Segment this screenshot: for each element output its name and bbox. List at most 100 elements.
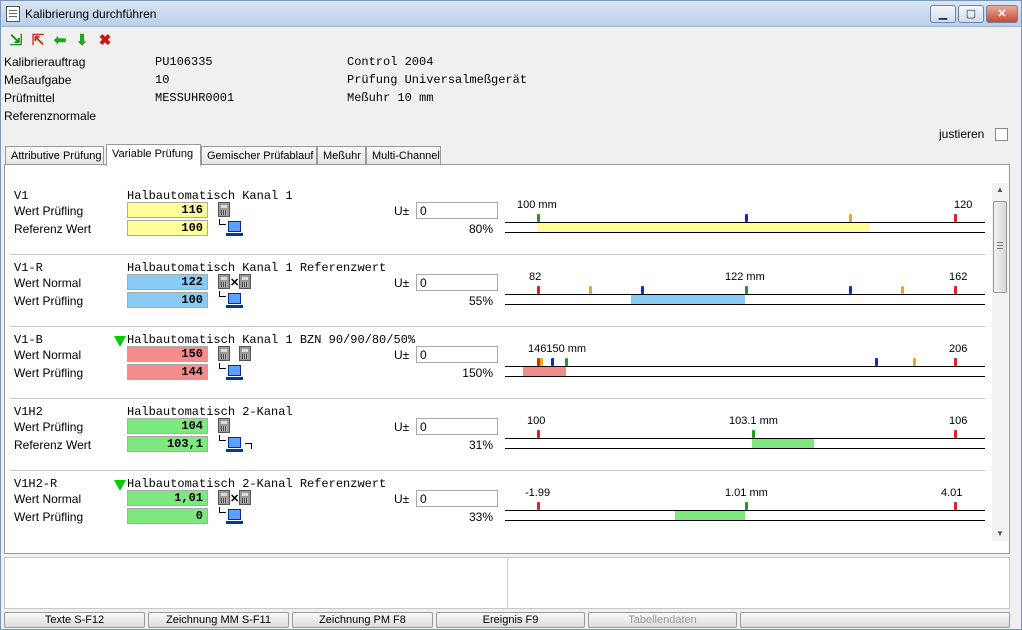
green-triangle-icon: [114, 480, 126, 491]
zeichnung-mm-button[interactable]: Zeichnung MM S-F11: [148, 612, 289, 628]
calculator-icon[interactable]: [218, 346, 230, 361]
row2-value[interactable]: 100: [127, 292, 208, 308]
u-input[interactable]: 0: [416, 418, 498, 435]
texte-button[interactable]: Texte S-F12: [4, 612, 145, 628]
justieren-checkbox[interactable]: [995, 128, 1008, 141]
tab-gemischer[interactable]: Gemischer Prüfablauf: [201, 146, 317, 165]
gauge-marker: [849, 214, 852, 222]
gauge-bar: [675, 511, 745, 520]
vertical-scrollbar[interactable]: ▲ ▼: [992, 183, 1008, 541]
import-icon[interactable]: ⇱: [31, 32, 45, 49]
tolerance-gauge: -1.99 1.01 mm 4.01: [505, 485, 985, 525]
tabellendaten-button[interactable]: Tabellendaten: [588, 612, 737, 628]
aufgabe-extra: Prüfung Universalmeßgerät: [347, 73, 528, 87]
aufgabe-label: Meßaufgabe: [4, 73, 72, 87]
gauge-tick-label: -1.99: [525, 487, 551, 499]
calculator-icon[interactable]: [218, 418, 230, 433]
computer-icon[interactable]: [226, 365, 243, 380]
calculator-icon[interactable]: [218, 490, 230, 505]
measurement-group: V1H2-R Halbautomatisch 2-Kanal Referenzwe…: [9, 471, 985, 539]
tab-variable[interactable]: Variable Prüfung: [106, 144, 201, 166]
calculator-icon[interactable]: [218, 274, 230, 289]
maximize-button[interactable]: ▢: [958, 5, 984, 23]
row2-value[interactable]: 100: [127, 220, 208, 236]
tolerance-gauge: 82 122 mm 162: [505, 269, 985, 309]
gauge-marker: [752, 430, 755, 438]
close-button[interactable]: ✕: [986, 5, 1018, 23]
gauge-line: [505, 510, 985, 511]
group-id: V1H2-R: [14, 477, 58, 491]
arrow-down-icon[interactable]: ⬇: [75, 32, 89, 49]
row1-label: Wert Normal: [14, 492, 82, 506]
u-input[interactable]: 0: [416, 490, 498, 507]
tab-multi-channel[interactable]: Multi-Channel: [366, 146, 441, 165]
gauge-bar: [631, 295, 745, 304]
zeichnung-pm-button[interactable]: Zeichnung PM F8: [292, 612, 433, 628]
measurement-group: V1-B Halbautomatisch Kanal 1 BZN 90/90/80…: [9, 327, 985, 399]
u-label: U±: [394, 492, 410, 506]
link-connector-icon: [245, 443, 252, 449]
group-id: V1-B: [14, 333, 43, 347]
calculator-icon[interactable]: [239, 274, 251, 289]
gauge-line: [505, 438, 985, 439]
gauge-marker: [565, 358, 568, 366]
gauge-marker: [849, 286, 852, 294]
cancel-icon[interactable]: ✖: [98, 32, 112, 49]
gauge-tick-label: 1.01 mm: [725, 487, 768, 499]
scroll-down-icon[interactable]: ▼: [996, 529, 1004, 538]
notes-divider: [507, 558, 508, 608]
gauge-bar: [537, 223, 870, 232]
u-label: U±: [394, 276, 410, 290]
u-input[interactable]: 0: [416, 274, 498, 291]
row1-value[interactable]: 104: [127, 418, 208, 434]
minimize-button[interactable]: ▁: [930, 5, 956, 23]
row1-value[interactable]: 1,01: [127, 490, 208, 506]
arrow-left-icon[interactable]: ⬅: [53, 32, 67, 49]
gauge-bar: [752, 439, 814, 448]
gauge-tick-label: 122 mm: [725, 271, 765, 283]
row1-value[interactable]: 122: [127, 274, 208, 290]
gauge-marker: [954, 214, 957, 222]
window-title: Kalibrierung durchführen: [25, 7, 157, 21]
row2-value[interactable]: 0: [127, 508, 208, 524]
computer-icon[interactable]: [226, 509, 243, 524]
calculator-icon[interactable]: [239, 490, 251, 505]
row2-value[interactable]: 144: [127, 364, 208, 380]
tab-attributive[interactable]: Attributive Prüfung: [5, 146, 104, 165]
tab-messuhr[interactable]: Meßuhr: [317, 146, 366, 165]
computer-icon[interactable]: [226, 437, 243, 452]
measurement-group: V1 Halbautomatisch Kanal 1 Wert Prüfling 11…: [9, 183, 985, 255]
row2-value[interactable]: 103,1: [127, 436, 208, 452]
gauge-marker: [954, 358, 957, 366]
row2-label: Referenz Wert: [14, 222, 92, 236]
gauge-line: [505, 294, 985, 295]
variable-pruefung-panel: V1 Halbautomatisch Kanal 1 Wert Prüfling 11…: [4, 164, 1010, 554]
gauge-line: [505, 520, 985, 521]
calculator-icon[interactable]: [239, 346, 251, 361]
ereignis-button[interactable]: Ereignis F9: [436, 612, 585, 628]
gauge-marker: [901, 286, 904, 294]
title-bar: Kalibrierung durchführen ▁ ▢ ✕: [1, 1, 1021, 27]
gauge-line: [505, 366, 985, 367]
gauge-marker: [589, 286, 592, 294]
row1-value[interactable]: 150: [127, 346, 208, 362]
empty-function-button[interactable]: [740, 612, 1010, 628]
gauge-marker: [551, 358, 554, 366]
computer-icon[interactable]: [226, 221, 243, 236]
pruefmittel-value: MESSUHR0001: [155, 91, 235, 105]
row2-label: Wert Prüfling: [14, 366, 84, 380]
row1-value[interactable]: 116: [127, 202, 208, 218]
u-input[interactable]: 0: [416, 346, 498, 363]
calculator-icon[interactable]: [218, 202, 230, 217]
group-id: V1H2: [14, 405, 43, 419]
scroll-up-icon[interactable]: ▲: [996, 185, 1004, 194]
justieren-label: justieren: [939, 127, 985, 141]
row2-label: Wert Prüfling: [14, 294, 84, 308]
scroll-thumb[interactable]: [993, 201, 1007, 293]
gauge-tick-label: 162: [949, 271, 968, 283]
computer-icon[interactable]: [226, 293, 243, 308]
export-icon[interactable]: ⇲: [9, 32, 23, 49]
u-input[interactable]: 0: [416, 202, 498, 219]
x-icon: ✕: [230, 493, 240, 505]
link-connector-icon: [219, 435, 226, 441]
